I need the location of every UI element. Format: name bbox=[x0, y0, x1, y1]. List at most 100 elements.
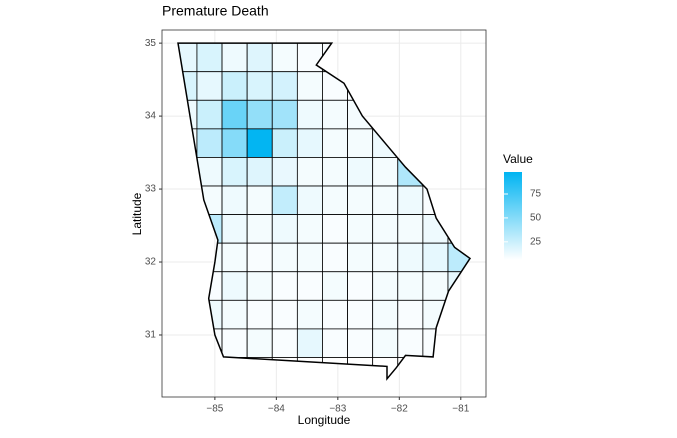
county bbox=[196, 71, 223, 101]
county bbox=[296, 242, 323, 273]
county bbox=[271, 242, 298, 273]
county bbox=[221, 328, 248, 358]
x-tick-label: −83 bbox=[329, 404, 346, 415]
county bbox=[296, 99, 323, 130]
county bbox=[372, 242, 399, 273]
county bbox=[296, 157, 323, 187]
county bbox=[372, 214, 399, 244]
x-tick-label: −81 bbox=[452, 404, 469, 415]
county bbox=[322, 299, 348, 330]
county bbox=[296, 214, 323, 244]
chart-title: Premature Death bbox=[162, 3, 269, 19]
county bbox=[271, 43, 298, 73]
colorbar-label: 25 bbox=[530, 236, 542, 247]
y-tick-label: 31 bbox=[145, 330, 157, 341]
county bbox=[196, 43, 223, 73]
county bbox=[347, 214, 374, 244]
county bbox=[372, 299, 399, 330]
county bbox=[271, 157, 298, 187]
county bbox=[397, 185, 424, 215]
county bbox=[422, 242, 449, 273]
county bbox=[221, 299, 248, 330]
county bbox=[246, 299, 273, 330]
county bbox=[296, 299, 323, 330]
county bbox=[221, 214, 248, 244]
county bbox=[196, 99, 223, 130]
county bbox=[221, 242, 248, 273]
county bbox=[246, 185, 273, 215]
county bbox=[246, 157, 273, 187]
county bbox=[347, 185, 374, 215]
x-tick-label: −82 bbox=[391, 404, 408, 415]
county bbox=[372, 328, 399, 358]
colorbar-label: 75 bbox=[530, 189, 542, 200]
county bbox=[397, 242, 424, 273]
county bbox=[271, 71, 298, 101]
county bbox=[347, 299, 374, 330]
county bbox=[246, 43, 273, 73]
county bbox=[322, 185, 348, 215]
county bbox=[322, 214, 348, 244]
x-tick-label: −85 bbox=[206, 404, 223, 415]
y-tick-label: 34 bbox=[145, 111, 157, 122]
panel-border bbox=[161, 29, 487, 398]
county bbox=[322, 328, 348, 358]
colorbar-label: 50 bbox=[530, 213, 542, 224]
county bbox=[271, 185, 298, 215]
county bbox=[296, 271, 323, 301]
county bbox=[246, 128, 273, 158]
county bbox=[246, 71, 273, 101]
county bbox=[347, 157, 374, 187]
county bbox=[347, 271, 374, 301]
state-outline bbox=[177, 42, 472, 381]
county bbox=[196, 128, 223, 158]
y-tick-label: 35 bbox=[145, 38, 157, 49]
county bbox=[221, 271, 248, 301]
county bbox=[347, 328, 374, 358]
county bbox=[372, 157, 399, 187]
county bbox=[271, 99, 298, 130]
county bbox=[372, 185, 399, 215]
x-axis-label: Longitude bbox=[298, 413, 351, 427]
county bbox=[347, 128, 374, 158]
county bbox=[322, 242, 348, 273]
county bbox=[246, 214, 273, 244]
county bbox=[397, 214, 424, 244]
county bbox=[397, 271, 424, 301]
county bbox=[271, 214, 298, 244]
county bbox=[246, 99, 273, 130]
county bbox=[397, 328, 424, 358]
county bbox=[271, 328, 298, 358]
county bbox=[271, 271, 298, 301]
county bbox=[246, 271, 273, 301]
county bbox=[221, 185, 248, 215]
county bbox=[296, 328, 323, 358]
county bbox=[322, 271, 348, 301]
county bbox=[296, 71, 323, 101]
legend-title: Value bbox=[503, 152, 533, 166]
county bbox=[422, 271, 449, 301]
county bbox=[347, 242, 374, 273]
county bbox=[322, 128, 348, 158]
y-tick-label: 32 bbox=[145, 257, 157, 268]
county bbox=[296, 128, 323, 158]
y-axis-label: Latitude bbox=[130, 192, 144, 235]
county bbox=[246, 328, 273, 358]
county bbox=[296, 185, 323, 215]
county bbox=[271, 299, 298, 330]
county bbox=[221, 157, 248, 187]
county bbox=[372, 271, 399, 301]
county bbox=[397, 299, 424, 330]
county bbox=[221, 128, 248, 158]
county bbox=[322, 99, 348, 130]
y-tick-label: 33 bbox=[145, 184, 157, 195]
x-tick-label: −84 bbox=[268, 404, 285, 415]
county bbox=[221, 99, 248, 130]
county bbox=[221, 71, 248, 101]
county bbox=[246, 242, 273, 273]
county bbox=[322, 157, 348, 187]
colorbar bbox=[504, 172, 522, 260]
county bbox=[221, 43, 248, 73]
county bbox=[271, 128, 298, 158]
